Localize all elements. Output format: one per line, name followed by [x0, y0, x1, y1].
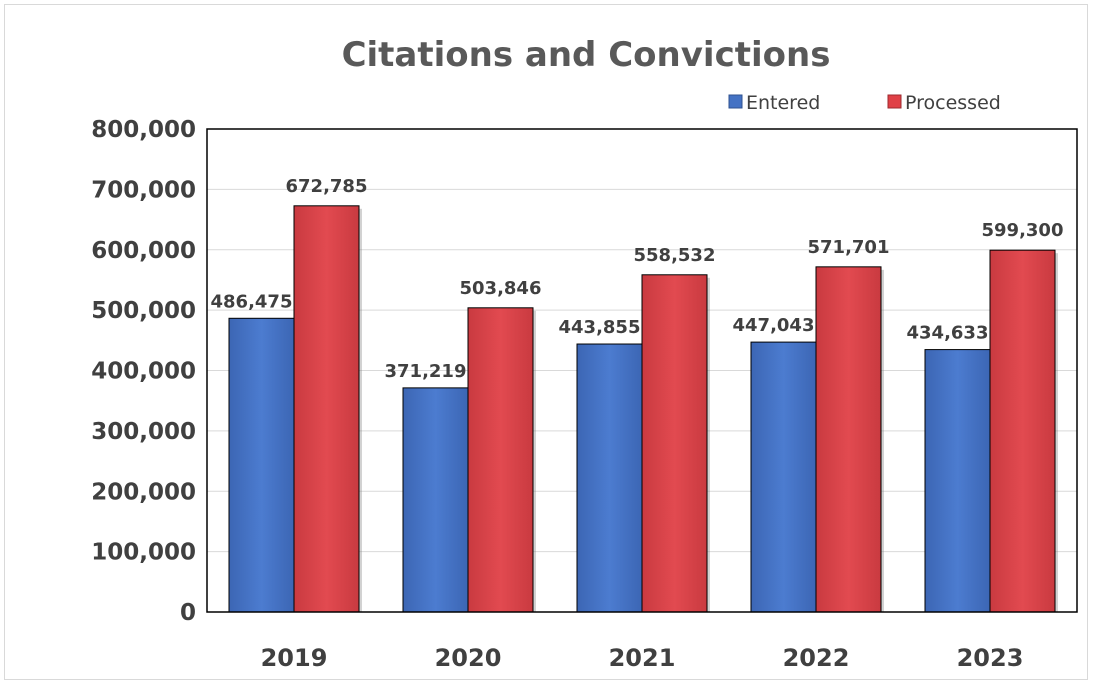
- y-axis-tick-labels: 0 100,000 200,000 300,000 400,000 500,000 600,…: [91, 117, 196, 626]
- data-label: 672,785: [286, 176, 368, 197]
- bar-processed-2021: [641, 274, 708, 613]
- x-tick-label: 2023: [957, 644, 1024, 672]
- y-tick-label: 300,000: [91, 419, 196, 445]
- y-tick-label: 600,000: [91, 238, 196, 264]
- data-label: 599,300: [982, 220, 1064, 241]
- bar-processed-2020: [467, 307, 534, 613]
- y-tick-label: 500,000: [91, 298, 196, 324]
- bar-entered-2023: [924, 349, 991, 613]
- bar-entered-2022: [750, 341, 817, 613]
- y-tick-label: 800,000: [91, 117, 196, 143]
- chart-frame: [4, 4, 1088, 680]
- chart-title: Citations and Convictions: [342, 35, 831, 75]
- data-label: 443,855: [559, 317, 641, 338]
- bar-entered-2020: [402, 387, 469, 613]
- legend-label-processed: Processed: [905, 92, 1001, 114]
- bar-entered-2021: [576, 343, 643, 613]
- legend-swatch-processed: [887, 94, 902, 109]
- y-tick-label: 700,000: [91, 177, 196, 203]
- x-tick-label: 2021: [609, 644, 676, 672]
- y-tick-label: 100,000: [91, 540, 196, 566]
- data-labels: 486,475 672,785 371,219 503,846 443,855 558,5…: [211, 176, 1064, 382]
- data-label: 434,633: [907, 323, 989, 344]
- x-tick-label: 2022: [783, 644, 850, 672]
- y-tick-label: 0: [180, 600, 196, 626]
- bar-processed-2019: [293, 205, 360, 613]
- data-label: 571,701: [808, 237, 890, 258]
- bar-processed-2022: [815, 266, 882, 613]
- legend: Entered Processed: [728, 92, 1001, 114]
- data-label: 371,219: [385, 361, 467, 382]
- data-label: 447,043: [733, 315, 815, 336]
- data-label: 558,532: [634, 245, 716, 266]
- y-tick-label: 200,000: [91, 479, 196, 505]
- bars: [228, 205, 1058, 613]
- x-axis-tick-labels: 2019 2020 2021 2022 2023: [261, 644, 1024, 672]
- bar-entered-2019: [228, 317, 295, 613]
- legend-label-entered: Entered: [746, 92, 820, 114]
- plot-area-border: [206, 128, 1078, 613]
- x-tick-label: 2020: [435, 644, 502, 672]
- x-tick-label: 2019: [261, 644, 328, 672]
- y-tick-label: 400,000: [91, 359, 196, 385]
- data-label: 503,846: [460, 278, 542, 299]
- data-label: 486,475: [211, 291, 293, 312]
- bar-processed-2023: [989, 249, 1056, 613]
- legend-swatch-entered: [728, 94, 743, 109]
